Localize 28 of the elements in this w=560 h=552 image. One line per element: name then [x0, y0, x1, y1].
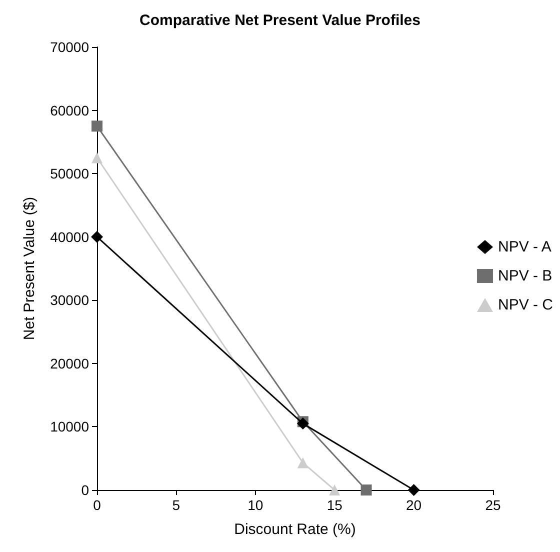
- y-tick-label: 10000: [50, 418, 90, 435]
- y-tick-label: 50000: [50, 166, 90, 182]
- x-tick-label: 25: [485, 497, 501, 513]
- point: [408, 484, 420, 496]
- x-tick-label: 10: [248, 497, 264, 513]
- legend-label: NPV - A: [498, 238, 552, 256]
- y-tick-label: 60000: [50, 102, 90, 118]
- point: [92, 120, 102, 132]
- y-axis-title: Net Present Value ($): [21, 196, 38, 340]
- x-tick-label: 0: [93, 497, 102, 513]
- point: [360, 484, 372, 496]
- point: [91, 230, 103, 243]
- point: [329, 484, 340, 496]
- y-tick-label: 20000: [50, 355, 90, 372]
- y-tick-label: 30000: [50, 292, 90, 308]
- y-tick-label: 0: [81, 482, 90, 498]
- x-tick-label: 20: [406, 497, 422, 513]
- x-tick-label: 15: [326, 497, 343, 513]
- legend-label: NPV - B: [498, 268, 552, 284]
- chart-title: Comparative Net Present Value Profiles: [140, 12, 420, 29]
- legend-label: NPV - C: [498, 296, 554, 314]
- point: [297, 457, 308, 468]
- x-axis-title: Discount Rate (%): [234, 521, 356, 538]
- x-tick-label: 5: [172, 497, 180, 513]
- point: [296, 418, 309, 430]
- point: [92, 152, 102, 164]
- y-tick-label: 70000: [50, 39, 90, 55]
- y-tick-label: 40000: [50, 228, 90, 245]
